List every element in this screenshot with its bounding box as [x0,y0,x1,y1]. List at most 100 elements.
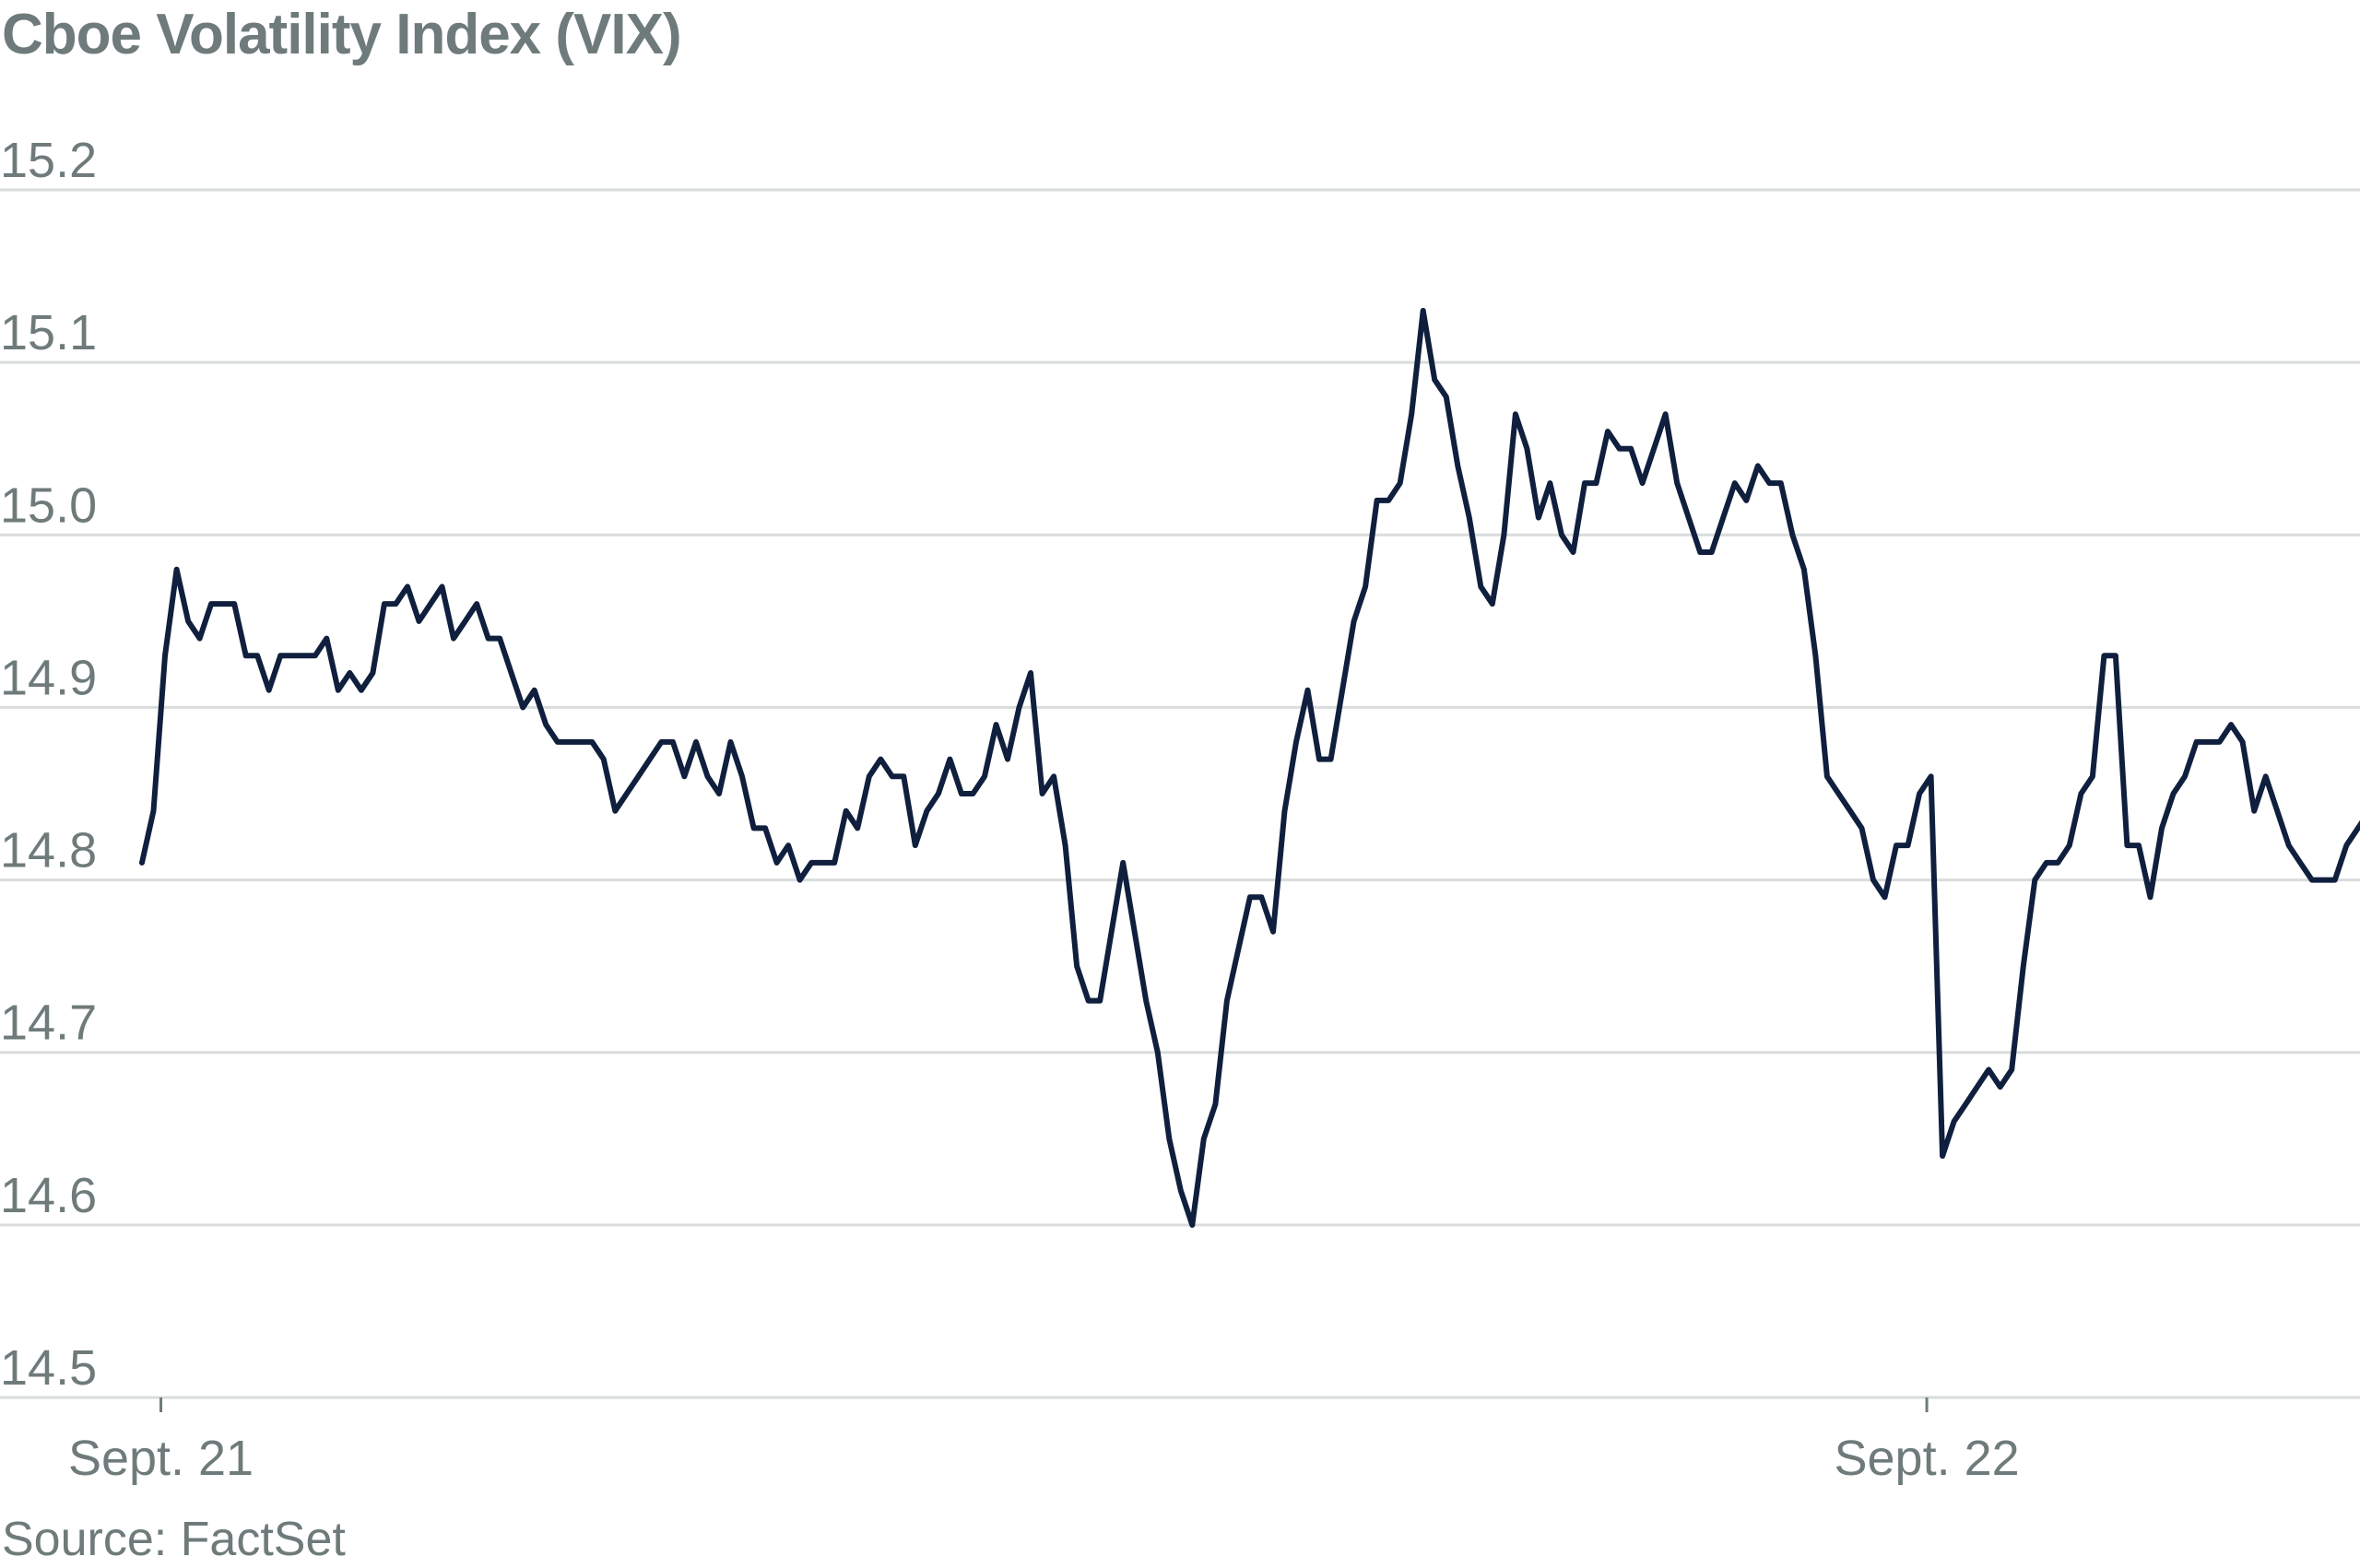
data-point [1109,929,1115,935]
data-point [624,791,630,796]
data-point [1882,894,1888,900]
data-point [1120,860,1126,866]
data-point [2309,878,2315,883]
data-point [1789,532,1795,537]
data-point [970,791,975,796]
data-point [1720,515,1726,521]
data-point [1270,929,1276,935]
data-point [347,670,352,676]
data-point [2159,825,2165,831]
data-point [1017,704,1022,710]
data-point [440,584,445,589]
data-point [2205,739,2211,745]
data-point [1258,894,1264,900]
data-point [1328,757,1334,762]
y-tick-label: 15.0 [0,477,97,533]
data-point [1351,619,1357,624]
data-point [855,825,860,831]
y-tick-label: 14.9 [0,650,97,705]
data-point [1582,480,1587,486]
data-point [1409,411,1414,417]
data-point [243,653,249,658]
data-point [1513,411,1518,417]
data-point [2274,808,2280,814]
data-point [1398,480,1403,486]
data-point [197,636,203,642]
data-point [1282,808,1288,814]
data-point [231,601,237,607]
data-point [2286,843,2292,848]
data-point [151,808,157,814]
data-point [1166,1136,1172,1141]
data-point [1178,1187,1184,1193]
data-point [2171,791,2177,796]
data-point [658,739,664,745]
data-point [336,688,341,693]
y-tick-label: 14.6 [0,1168,97,1223]
data-point [716,791,722,796]
data-point [1559,532,1564,537]
data-point [936,791,941,796]
data-point [139,860,145,866]
data-point [867,773,872,779]
data-point [2124,843,2130,848]
data-point [2136,843,2142,848]
data-point [2217,739,2223,745]
data-point [382,601,387,607]
data-point [890,773,895,779]
data-point [277,653,283,658]
data-point [2332,878,2338,883]
data-point [1524,446,1529,452]
data-point [728,739,734,745]
data-point [2194,739,2200,745]
data-point [1467,515,1472,521]
data-point [2044,860,2049,866]
data-point [543,722,549,727]
data-point [1571,549,1576,555]
data-point [797,878,803,883]
data-point [901,773,906,779]
data-point [1651,446,1657,452]
data-point [808,860,814,866]
data-point [1063,843,1068,848]
data-point [2148,894,2154,900]
data-point [1929,773,1934,779]
data-point [1212,1102,1218,1107]
data-point [1235,946,1241,951]
data-point [266,688,272,693]
data-point [1859,825,1865,831]
data-point [2263,773,2269,779]
data-point [681,773,687,779]
gridlines [0,188,2360,1399]
data-point [1155,1050,1161,1055]
data-point [2101,653,2106,658]
data-point [589,739,595,745]
data-point [924,808,929,814]
data-point [2090,773,2095,779]
data-point [520,704,525,710]
data-point [739,773,745,779]
x-tick-label: Sept. 21 [68,1431,254,1486]
data-point [1375,498,1380,503]
data-point [1339,688,1345,693]
data-point [1663,411,1669,417]
data-point [1478,584,1483,589]
data-point [1547,480,1552,486]
data-point [1998,1084,2003,1090]
data-point [647,757,653,762]
data-point [555,739,560,745]
data-point [1005,757,1010,762]
data-point [2182,773,2188,779]
data-point [774,860,780,866]
data-point [1894,843,1899,848]
data-point [1132,929,1138,935]
data-point [1074,963,1080,969]
data-point [301,653,306,658]
data-point [2251,808,2257,814]
data-point [2113,653,2118,658]
data-point [1617,446,1622,452]
data-point [1906,843,1911,848]
data-point [1247,894,1253,900]
data-point [1432,377,1437,383]
